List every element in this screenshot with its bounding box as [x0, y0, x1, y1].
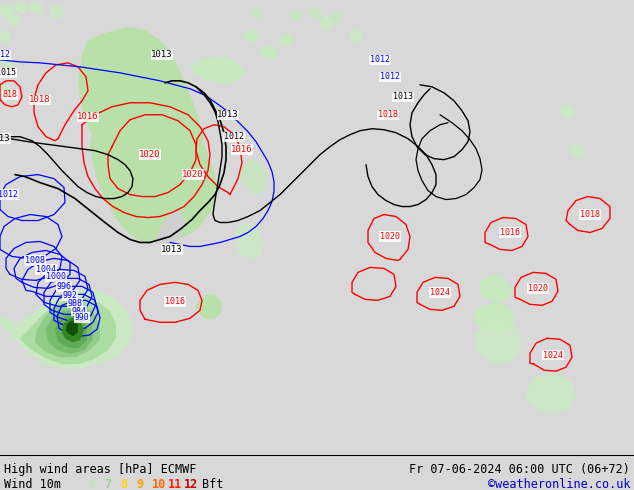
- Polygon shape: [568, 143, 584, 159]
- Text: 1016: 1016: [77, 112, 99, 121]
- Polygon shape: [190, 57, 244, 85]
- Polygon shape: [62, 318, 84, 342]
- Polygon shape: [244, 30, 258, 43]
- Polygon shape: [320, 15, 334, 31]
- Text: 1012: 1012: [380, 73, 400, 81]
- Polygon shape: [0, 31, 11, 45]
- Polygon shape: [0, 288, 133, 369]
- Text: 1020: 1020: [380, 232, 400, 241]
- Text: 996: 996: [56, 282, 72, 291]
- Text: 6: 6: [88, 478, 95, 490]
- Polygon shape: [174, 125, 200, 215]
- Polygon shape: [329, 12, 342, 24]
- Polygon shape: [479, 274, 512, 302]
- Text: 990: 990: [75, 313, 89, 322]
- Text: 1013: 1013: [393, 92, 413, 101]
- Text: 1012: 1012: [370, 55, 390, 64]
- Polygon shape: [20, 297, 116, 364]
- Polygon shape: [0, 5, 14, 19]
- Text: 818: 818: [3, 90, 18, 99]
- Text: 1016: 1016: [165, 297, 185, 306]
- Text: 988: 988: [67, 299, 82, 308]
- Polygon shape: [473, 302, 514, 332]
- Polygon shape: [289, 9, 302, 21]
- Text: 1018: 1018: [580, 210, 600, 219]
- Text: 11: 11: [168, 478, 182, 490]
- Polygon shape: [280, 33, 294, 47]
- Polygon shape: [49, 5, 64, 19]
- Polygon shape: [474, 318, 522, 364]
- Polygon shape: [309, 7, 322, 19]
- Text: 1012: 1012: [0, 50, 10, 59]
- Text: 8: 8: [120, 478, 127, 490]
- Text: Wind 10m: Wind 10m: [4, 478, 61, 490]
- Polygon shape: [526, 372, 576, 414]
- Polygon shape: [0, 83, 12, 99]
- Text: 12: 12: [184, 478, 198, 490]
- Text: 1004: 1004: [36, 265, 56, 274]
- Polygon shape: [559, 104, 575, 120]
- Text: 1008: 1008: [25, 256, 45, 265]
- Text: 1016: 1016: [500, 228, 520, 237]
- Text: 1020: 1020: [139, 150, 161, 159]
- Text: 1024: 1024: [543, 351, 563, 360]
- Text: 1024: 1024: [430, 288, 450, 297]
- Polygon shape: [55, 313, 87, 348]
- Text: 7: 7: [104, 478, 111, 490]
- Polygon shape: [249, 7, 262, 19]
- Polygon shape: [29, 2, 43, 15]
- Polygon shape: [155, 210, 185, 245]
- Text: 9: 9: [136, 478, 143, 490]
- Text: 984: 984: [72, 307, 86, 316]
- Text: 1020: 1020: [528, 284, 548, 293]
- Text: 1018: 1018: [29, 95, 51, 104]
- Polygon shape: [195, 294, 222, 319]
- Polygon shape: [66, 320, 78, 336]
- Text: 1013: 1013: [0, 134, 11, 143]
- Polygon shape: [78, 27, 218, 243]
- Text: 1013: 1013: [217, 110, 239, 119]
- Text: 1013: 1013: [152, 50, 172, 59]
- Text: 1015: 1015: [0, 68, 16, 77]
- Text: 1012: 1012: [0, 190, 18, 199]
- Polygon shape: [349, 28, 363, 44]
- Polygon shape: [234, 222, 264, 259]
- Text: 1020: 1020: [182, 170, 204, 179]
- Text: 992: 992: [63, 291, 77, 300]
- Polygon shape: [46, 309, 93, 354]
- Text: 1013: 1013: [161, 245, 183, 254]
- Text: Bft: Bft: [202, 478, 223, 490]
- Polygon shape: [0, 53, 14, 71]
- Polygon shape: [14, 1, 28, 14]
- Text: 1012: 1012: [224, 132, 244, 141]
- Text: 10: 10: [152, 478, 166, 490]
- Text: 1016: 1016: [231, 145, 253, 154]
- Polygon shape: [35, 302, 100, 357]
- Text: Fr 07-06-2024 06:00 UTC (06+72): Fr 07-06-2024 06:00 UTC (06+72): [409, 463, 630, 476]
- Text: 1018: 1018: [378, 110, 398, 119]
- Polygon shape: [260, 45, 278, 60]
- Polygon shape: [7, 13, 21, 27]
- Polygon shape: [240, 160, 267, 195]
- Text: 1000: 1000: [46, 272, 66, 281]
- Text: ©weatheronline.co.uk: ©weatheronline.co.uk: [488, 478, 630, 490]
- Text: High wind areas [hPa] ECMWF: High wind areas [hPa] ECMWF: [4, 463, 197, 476]
